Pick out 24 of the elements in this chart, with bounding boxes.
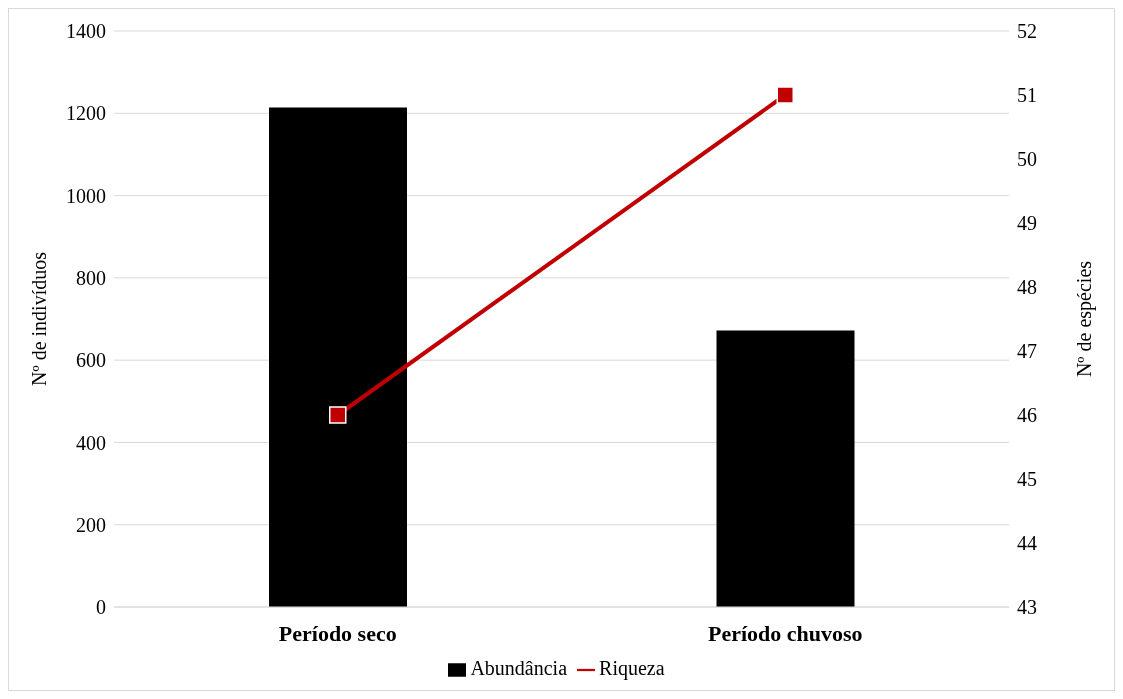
- y2-axis-title: Nº de espécies: [1073, 260, 1097, 378]
- y-axis-title: Nº de indivíduos: [28, 251, 51, 386]
- y-tick-label: 1400: [66, 20, 106, 43]
- y-tick-label: 1200: [66, 102, 106, 125]
- y-tick-label: 1000: [66, 184, 106, 207]
- y2-tick-label: 43: [1017, 596, 1037, 619]
- y-tick-label: 0: [96, 596, 106, 619]
- y2-tick-label: 48: [1017, 276, 1037, 299]
- y-tick-label: 400: [76, 431, 106, 454]
- y2-tick-label: 49: [1017, 212, 1037, 235]
- y-tick-label: 800: [76, 266, 106, 289]
- y2-tick-label: 46: [1017, 404, 1037, 427]
- y2-tick-label: 47: [1017, 340, 1037, 363]
- y-tick-label: 200: [76, 513, 106, 536]
- y-tick-label: 600: [76, 349, 106, 372]
- y2-tick-label: 52: [1017, 20, 1037, 43]
- y2-tick-label: 45: [1017, 468, 1037, 491]
- y2-tick-label: 50: [1017, 148, 1037, 171]
- legend-label: Abundância: [470, 657, 568, 679]
- y2-tick-label: 44: [1017, 532, 1037, 555]
- legend-label: Riqueza: [599, 657, 665, 679]
- y2-tick-label: 51: [1017, 84, 1037, 107]
- x-tick-label: Período seco: [278, 620, 397, 646]
- x-tick-label: Período chuvoso: [707, 620, 863, 646]
